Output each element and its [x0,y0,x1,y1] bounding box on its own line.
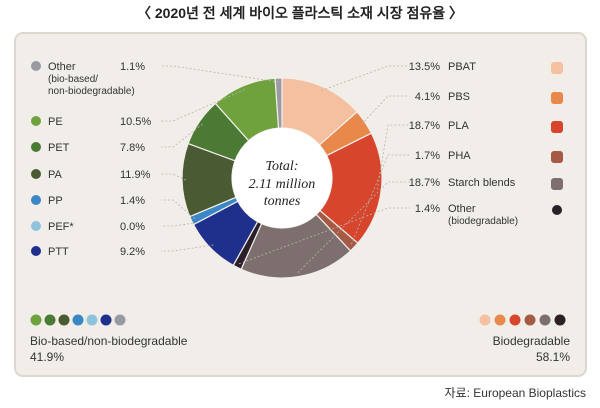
legend-value-pe: 10.5% [120,116,151,128]
legend-label-pbat: PBAT [448,61,476,73]
legend-value-pa: 11.9% [120,169,151,181]
legend-swatch-pet [31,142,41,152]
legend-label-other-bio-based-non-biodegradable: Other [48,61,76,73]
legend-label-pa: PA [48,169,63,181]
leader-pet [161,123,203,148]
donut-slices [181,77,383,279]
legend-value-pbat: 13.5% [409,61,440,73]
group-dot-pha [524,314,536,326]
group-label-bio-based: Bio-based/non-biodegradable [30,334,188,348]
legend-swatch-pbat [551,62,563,74]
leader-pbat [321,65,410,91]
donut-hole [232,128,332,228]
legend-swatch-ptt [31,246,41,256]
leader-pef [161,222,198,227]
legend-swatch-pef [31,221,41,231]
legend-label-ptt: PTT [48,246,69,258]
source-note: 자료: European Bioplastics [444,386,586,400]
leader-lines [161,65,410,273]
group-dot-pef [86,314,98,326]
group-dot-pbs [494,314,506,326]
leader-pha [350,154,410,245]
legend-value-other-biodegradable: 1.4% [415,203,440,215]
group-dot-pe [30,314,42,326]
leader-pa [161,173,187,181]
group-dot-starch-blends [539,314,551,326]
legend-swatch-pe [31,116,41,126]
legend-label-starch-blends: Starch blends [448,177,516,189]
legend-swatch-pla [551,121,563,133]
legend-label-pla: PLA [448,120,469,132]
legend-value-ptt: 9.2% [120,246,145,258]
group-value-bio-based: 41.9% [30,350,64,364]
group-dot-ptt [100,314,112,326]
legend-swatch-pa [31,169,41,179]
leader-pla [376,124,410,190]
legend-sublabel-other-biodegradable: (biodegradable) [448,216,518,227]
group-dot-pet [44,314,56,326]
group-dot-pbat [479,314,491,326]
legend-swatch-pbs [551,92,563,104]
group-dot-pa [58,314,70,326]
legend-value-starch-blends: 18.7% [409,177,440,189]
group-dot-other-biodegradable [554,314,566,326]
legend-value-pbs: 4.1% [415,91,440,103]
legend-value-pla: 18.7% [409,120,440,132]
legend-sublabel-other-bio-based-non-biodegradable: (bio-based/non-biodegradable) [48,74,135,97]
legend-label-pet: PET [48,142,70,154]
legend-swatch-pp [31,195,41,205]
group-label-biodegradable: Biodegradable [493,334,571,348]
leader-other-bio-based-non-biodegradable [161,65,279,83]
leader-ptt [161,244,214,252]
center-total-value: 2.11 million [249,177,316,192]
legend-label-pef: PEF* [48,221,74,233]
chart-title: 〈 2020년 전 세계 바이오 플라스틱 소재 시장 점유율 〉 [137,5,463,21]
legend-value-pef: 0.0% [120,221,145,233]
legend-swatch-other-biodegradable [552,205,562,215]
legend-swatch-starch-blends [551,178,563,190]
group-dot-pp [72,314,84,326]
group-dot-other-bio-based-non-biodegradable [114,314,126,326]
legend: 13.5% PBAT 4.1% PBS 18.7% PLA 1.7% PHA 18.7% Star… [31,61,563,258]
group-value-biodegradable: 58.1% [536,350,570,364]
legend-label-pp: PP [48,195,63,207]
legend-value-pha: 1.7% [415,150,440,162]
group-dot-pla [509,314,521,326]
legend-value-other-bio-based-non-biodegradable: 1.1% [120,61,145,73]
leader-pp [161,199,196,220]
legend-label-pbs: PBS [448,91,470,103]
legend-label-other-biodegradable: Other [448,203,476,215]
center-total-label: Total: [266,159,299,174]
legend-label-pha: PHA [448,150,471,162]
center-total-unit: tonnes [264,194,301,209]
group-dots [30,314,566,326]
leader-other-biodegradable [238,207,410,265]
legend-swatch-pha [551,151,563,163]
legend-value-pp: 1.4% [120,195,145,207]
legend-label-pe: PE [48,116,63,128]
legend-value-pet: 7.8% [120,142,145,154]
legend-swatch-other-bio-based-non-biodegradable [31,61,41,71]
leader-pbs [361,95,410,125]
